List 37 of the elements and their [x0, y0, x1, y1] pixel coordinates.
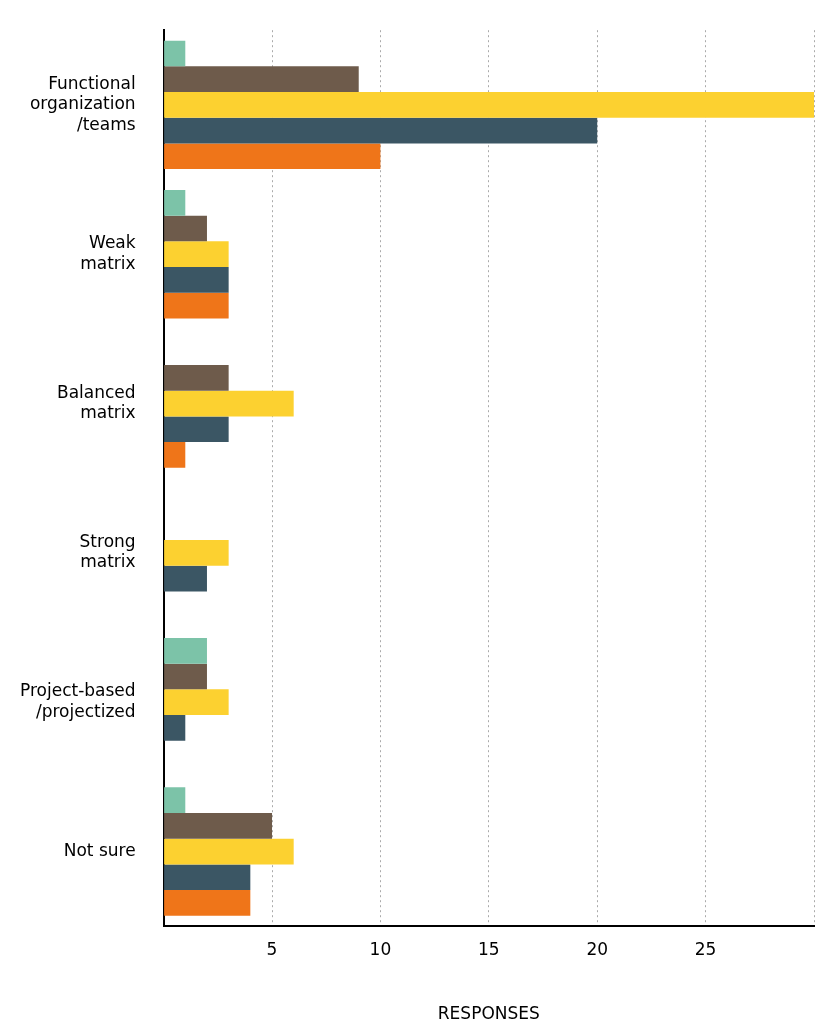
y-tick-label: Not sure: [63, 839, 136, 860]
bar: [164, 215, 207, 242]
bar: [164, 838, 294, 865]
y-tick-label: Strong matrix: [79, 531, 136, 572]
x-axis-title: RESPONSES: [437, 1003, 540, 1024]
x-tick-label: 15: [477, 938, 500, 959]
bar: [164, 663, 207, 690]
bar: [164, 689, 229, 716]
bar: [164, 92, 814, 118]
bar: [164, 365, 229, 391]
bar: [164, 292, 229, 319]
bar: [164, 117, 598, 144]
bar: [164, 143, 381, 170]
bar: [164, 442, 186, 468]
x-tick-label: 20: [586, 938, 609, 959]
bar: [164, 189, 186, 216]
bar: [164, 416, 229, 443]
bar: [164, 787, 186, 814]
bar: [164, 890, 251, 916]
y-tick-label: Balanced matrix: [57, 381, 136, 423]
y-tick-label: Functional organization /teams: [29, 72, 136, 134]
bar: [164, 66, 359, 93]
bar: [164, 40, 186, 67]
y-tick-label: Project-based /projectized: [19, 680, 136, 721]
bar: [164, 864, 251, 891]
bar: [164, 715, 186, 741]
bar: [164, 390, 294, 417]
bar: [164, 637, 207, 664]
x-tick-label: 5: [266, 938, 278, 959]
bar: [164, 241, 229, 268]
bar: [164, 267, 229, 293]
bar: [164, 540, 229, 566]
x-tick-label: 25: [694, 938, 717, 959]
x-tick-label: 10: [369, 938, 392, 959]
bar: [164, 813, 273, 839]
y-tick-label: Weak matrix: [80, 232, 136, 273]
bar: [164, 565, 207, 592]
